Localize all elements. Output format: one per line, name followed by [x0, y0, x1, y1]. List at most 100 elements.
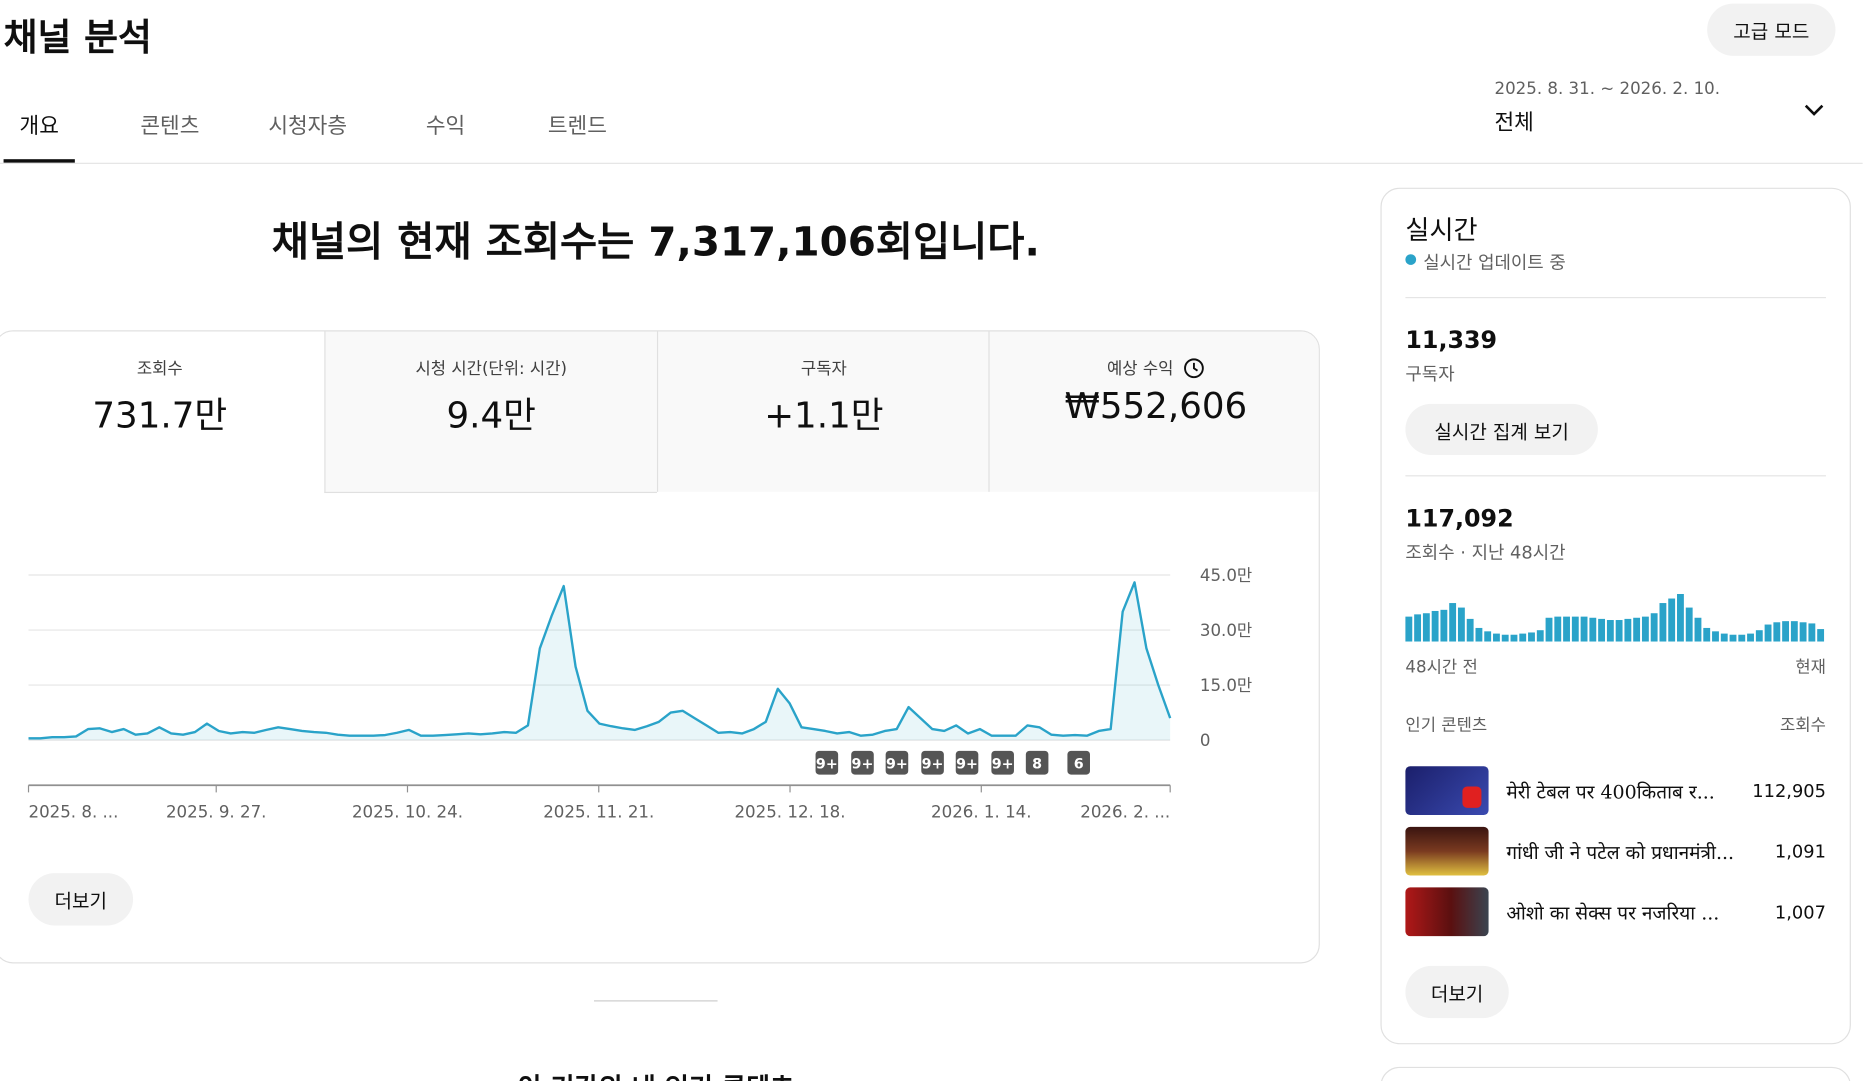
more-button[interactable]: 더보기	[1405, 965, 1509, 1019]
realtime-bar	[1747, 633, 1754, 642]
x-tick-label: 2025. 8. ...	[29, 802, 119, 821]
clock-icon	[1184, 358, 1205, 379]
y-tick-label: 45.0만	[1200, 566, 1252, 585]
tab[interactable]: 트렌드	[547, 114, 607, 139]
realtime-bar	[1755, 630, 1763, 642]
realtime-bar	[1773, 622, 1781, 642]
area	[28, 582, 1171, 741]
realtime-bar	[1703, 627, 1711, 642]
realtime-bar	[1431, 610, 1439, 642]
realtime-bar	[1405, 616, 1413, 642]
badge-bg	[921, 750, 944, 775]
realtime-bar	[1440, 609, 1448, 642]
metric-tile[interactable]: 예상 수익 ₩552,606	[988, 331, 1319, 492]
divider	[1405, 297, 1826, 299]
realtime-bar	[1598, 618, 1606, 642]
metric-tile[interactable]: 시청 시간(단위: 시간) 9.4만	[324, 331, 657, 494]
realtime-bar	[1501, 634, 1509, 642]
annotation-badge[interactable]: 9+	[851, 750, 874, 775]
badge-bg	[991, 750, 1014, 775]
metric-tile[interactable]: 조회수 731.7만	[0, 331, 325, 492]
annotation-badge[interactable]: 6	[1067, 750, 1090, 775]
tab-indicator	[3, 159, 75, 163]
realtime-bar	[1563, 616, 1570, 642]
realtime-bar	[1571, 616, 1579, 642]
y-tick-label: 0	[1200, 731, 1211, 750]
realtime-bar	[1641, 616, 1649, 642]
realtime-bar	[1790, 621, 1798, 642]
x-tick-label: 2026. 2. ...	[1080, 802, 1170, 821]
realtime-bar	[1615, 620, 1623, 642]
tab[interactable]: 콘텐츠	[140, 114, 200, 139]
realtime-bar	[1720, 633, 1728, 642]
bars-start-label: 48시간 전	[1405, 658, 1478, 678]
realtime-bar	[1545, 617, 1553, 642]
section-title: 이 기간의 내 인기 콘텐츠	[517, 1067, 794, 1081]
x-tick-label: 2025. 12. 18.	[734, 802, 845, 821]
date-range[interactable]: 2025. 8. 31. ~ 2026. 2. 10.	[1494, 79, 1721, 99]
content-row[interactable]: गांधी जी ने पटेल को प्रधानमंत्री... 1,09…	[1405, 826, 1826, 876]
x-tick-label: 2025. 9. 27.	[166, 802, 266, 821]
annotation-badge[interactable]: 9+	[921, 750, 944, 775]
badge-label: 8	[1032, 757, 1042, 773]
metric-label: 예상 수익	[990, 356, 1319, 380]
realtime-bar	[1668, 598, 1676, 642]
annotation-badge[interactable]: 9+	[955, 750, 979, 775]
content-views: 112,905	[1752, 780, 1826, 802]
realtime-bar	[1624, 618, 1632, 642]
realtime-bar	[1808, 623, 1816, 642]
annotation-badge[interactable]: 8	[1025, 750, 1049, 775]
annotation-badge[interactable]: 9+	[815, 750, 839, 775]
annotation-badge[interactable]: 9+	[991, 750, 1014, 775]
metric-label: 구독자	[800, 359, 847, 379]
badge-bg	[885, 750, 909, 775]
realtime-bar	[1519, 633, 1527, 642]
badge-bg	[1025, 750, 1049, 775]
content-title: ओशो का सेक्स पर नजरिया ...	[1506, 901, 1720, 925]
tab[interactable]: 개요	[19, 114, 59, 139]
metric-label-text: 예상 수익	[1106, 359, 1174, 379]
realtime-bar	[1694, 617, 1702, 642]
x-tick-label: 2025. 10. 24.	[352, 802, 463, 821]
period[interactable]: 전체	[1494, 110, 1534, 136]
x-tick-label: 2026. 1. 14.	[931, 802, 1031, 821]
tab[interactable]: 수익	[425, 114, 466, 139]
thumbnail	[1405, 826, 1489, 876]
y-tick-label: 15.0만	[1200, 676, 1252, 695]
realtime-bar	[1659, 603, 1667, 642]
metric-value: ₩552,606	[1064, 386, 1248, 428]
advanced-mode-button[interactable]: 고급 모드	[1707, 3, 1836, 56]
realtime-bar	[1589, 617, 1597, 642]
realtime-bar	[1422, 613, 1430, 642]
section-divider	[594, 1000, 718, 1002]
realtime-bar	[1536, 630, 1544, 642]
top-content-label: 인기 콘텐츠	[1405, 716, 1488, 736]
divider	[1405, 475, 1826, 477]
realtime-bar	[1764, 624, 1772, 642]
subscriber-count: 11,339	[1405, 325, 1498, 355]
badge-label: 9+	[956, 757, 978, 773]
realtime-bar	[1712, 631, 1719, 642]
realtime-bar	[1729, 634, 1737, 642]
live-dot	[1405, 254, 1417, 265]
line	[28, 581, 1172, 740]
more-button[interactable]: 더보기	[28, 873, 134, 926]
realtime-bar	[1677, 594, 1684, 642]
annotation-badge[interactable]: 9+	[885, 750, 909, 775]
realtime-bar	[1484, 631, 1492, 642]
metric-label: 조회수	[136, 359, 183, 379]
metric-label: 시청 시간(단위: 시간)	[415, 359, 568, 379]
badge-label: 9+	[816, 757, 838, 773]
realtime-button[interactable]: 실시간 집계 보기	[1405, 403, 1598, 456]
realtime-bar	[1580, 616, 1588, 642]
tab[interactable]: 시청자층	[268, 114, 348, 139]
content-row[interactable]: ओशो का सेक्स पर नजरिया ... 1,007	[1405, 887, 1826, 937]
content-views: 1,007	[1774, 901, 1826, 924]
metric-tile[interactable]: 구독자 +1.1만	[656, 331, 990, 492]
badge-label: 9+	[886, 757, 908, 773]
dropdown-chevron[interactable]	[1802, 99, 1826, 123]
realtime-bar	[1650, 613, 1658, 642]
content-row[interactable]: मेरी टेबल पर 400किताब र... 112,905	[1405, 766, 1826, 815]
